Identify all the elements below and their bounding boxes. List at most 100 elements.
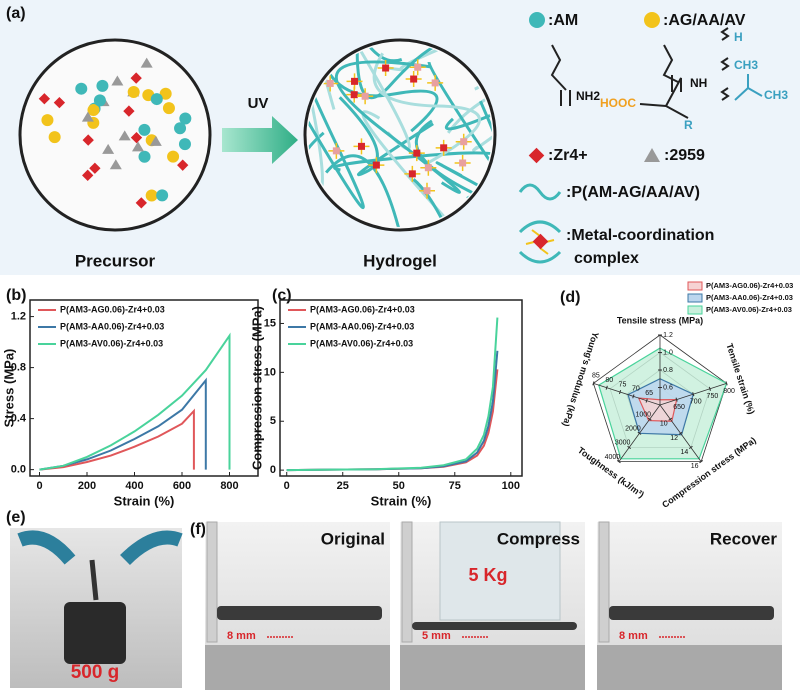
panel-label: (e)	[6, 509, 26, 526]
floor	[597, 645, 782, 690]
zr-site	[413, 149, 421, 157]
radar-tick-label: 85	[592, 373, 600, 380]
legend-text: complex	[574, 250, 639, 267]
polymer-chain	[444, 68, 492, 131]
radar-tick	[632, 394, 635, 399]
zr-site	[440, 144, 448, 152]
x-tick-label: 600	[173, 480, 191, 492]
radar-tick-label: 65	[645, 390, 653, 397]
y-tick-label: 5	[270, 415, 276, 427]
particle	[96, 79, 109, 92]
plot-frame	[279, 299, 523, 477]
floor	[400, 645, 585, 690]
y-tick-label: 0	[270, 464, 276, 476]
hydrogel-sample	[412, 622, 577, 630]
x-axis-label: Strain (%)	[114, 493, 175, 508]
height-label: 5 mm	[422, 630, 451, 642]
radar-tick-label: 80	[605, 377, 613, 384]
zr-site	[459, 159, 467, 167]
radar-tick	[699, 460, 704, 464]
polymer-chain	[447, 74, 492, 144]
particle	[41, 114, 54, 127]
particle	[48, 131, 61, 144]
water-bottle	[439, 521, 561, 621]
polymer-chain	[372, 52, 481, 165]
chem-text: CH3	[734, 58, 758, 72]
hydrogel-sample	[609, 606, 774, 620]
polymer-chain	[472, 84, 492, 152]
uv-label: UV	[248, 95, 269, 112]
chem-text: NH2	[576, 89, 600, 103]
legend-text: :Zr4+	[548, 147, 588, 164]
radar-tick	[637, 431, 642, 435]
radar-spoke	[593, 382, 661, 406]
y-tick-label: 10	[264, 366, 276, 378]
hydrogel-sample	[217, 606, 382, 620]
particle	[102, 143, 115, 154]
chem-text: HOOC	[600, 96, 636, 110]
radar-tick-label: 2000	[625, 425, 641, 432]
radar-tick	[647, 417, 652, 421]
particle	[93, 94, 106, 107]
radar-tick-label: 16	[691, 463, 699, 470]
height-label: 8 mm	[227, 630, 256, 642]
radar-tick-label: 75	[619, 381, 627, 388]
complex-icon	[518, 220, 562, 264]
legend-text: :2959	[664, 147, 705, 164]
series-line	[286, 369, 499, 472]
series-line	[39, 332, 231, 471]
radar-tick	[616, 460, 621, 464]
particle	[118, 130, 131, 141]
zr-site	[410, 75, 418, 83]
zr-site	[431, 79, 439, 87]
radar-tick-label: 10	[660, 421, 668, 428]
gloves	[17, 530, 183, 566]
radar-tick-label: 14	[680, 449, 688, 456]
particle	[179, 112, 192, 125]
legend-label: P(AM3-AG0.06)-Zr4+0.03	[310, 304, 415, 314]
legend-label: P(AM3-AG0.06)-Zr4+0.03	[60, 304, 165, 314]
panel-label: (c)	[272, 287, 292, 304]
radar-tick-label: 12	[670, 435, 678, 442]
radar-tick-label: 1000	[635, 411, 651, 418]
x-tick-label: 75	[449, 480, 461, 492]
x-tick-label: 25	[337, 480, 349, 492]
particle	[53, 96, 66, 109]
panel-label: (d)	[560, 289, 580, 306]
particle	[178, 138, 191, 151]
zr-site	[357, 142, 365, 150]
zr-site	[408, 170, 416, 178]
legend-label: P(AM3-AG0.06)-Zr4+0.03	[706, 281, 793, 290]
chem-text: H	[734, 30, 743, 44]
y-tick-label: 15	[264, 317, 276, 329]
particle	[167, 150, 180, 163]
series-line	[286, 317, 499, 472]
zr-site	[361, 92, 369, 100]
legend-label: P(AM3-AV0.06)-Zr4+0.03	[706, 305, 792, 314]
chem-text: CH3	[764, 88, 788, 102]
radar-tick-label: 1.0	[663, 349, 673, 356]
legend-label: P(AM3-AA0.06)-Zr4+0.03	[60, 321, 164, 331]
particle	[150, 93, 163, 106]
particle	[162, 102, 175, 115]
radar-tick	[678, 431, 683, 435]
photo-title: Recover	[710, 529, 777, 548]
am-icon	[529, 12, 545, 28]
zr-site	[423, 187, 431, 195]
particle	[145, 189, 158, 202]
chem-text: NH	[690, 76, 707, 90]
x-tick-label: 0	[36, 480, 42, 492]
panel-label: (f)	[190, 521, 206, 538]
glass-rod	[401, 521, 413, 643]
radar-tick	[692, 392, 695, 397]
radar-tick-label: 650	[673, 404, 685, 411]
x-tick-label: 100	[502, 480, 520, 492]
radar-tick-label: 0.8	[663, 367, 673, 374]
radar-tick-label: 1.2	[663, 332, 673, 339]
legend-label: P(AM3-AV0.06)-Zr4+0.03	[310, 338, 413, 348]
radar-tick-label: 800	[723, 388, 735, 395]
particle	[75, 82, 88, 95]
radar-tick-label: 70	[632, 386, 640, 393]
y-axis-label: Compression stress (MPa)	[249, 306, 264, 470]
